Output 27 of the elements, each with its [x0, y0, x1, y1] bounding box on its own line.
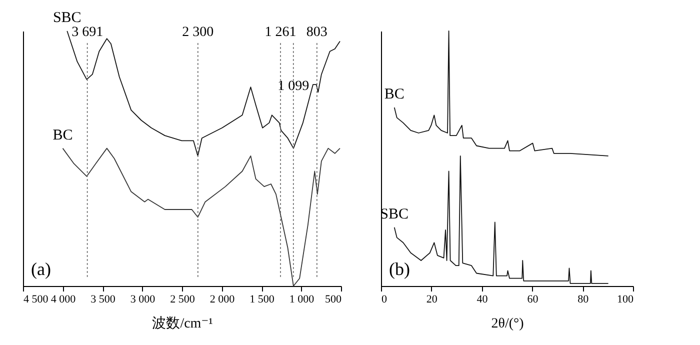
x-tick-label: 2 500 [170, 294, 196, 306]
ref-line-label: 3 691 [72, 25, 104, 40]
x-tick-label: 2 000 [210, 294, 236, 306]
ref-line-label: 2 300 [182, 25, 214, 40]
series-label: SBC [52, 10, 82, 26]
ref-line-label: 1 099 [278, 79, 310, 94]
x-tick-label: 80 [578, 294, 590, 306]
x-tick-label: 500 [325, 294, 342, 306]
annotation: (b) [389, 259, 410, 279]
x-tick-label: 0 [382, 294, 388, 306]
annotation: (a) [31, 259, 51, 279]
x-axis-title: 2θ/(°) [491, 316, 524, 332]
x-tick-label: 40 [476, 294, 488, 306]
x-tick-label: 3 500 [90, 294, 116, 306]
x-tick-label: 60 [527, 294, 539, 306]
x-tick-label: 4 500 [24, 294, 49, 306]
x-tick-label: 4 000 [50, 294, 76, 306]
series-label: BC [52, 127, 73, 144]
series-label: BC [384, 86, 404, 102]
x-tick-label: 20 [426, 294, 438, 306]
ref-line-label: 803 [306, 25, 328, 40]
ref-line-label: 1 261 [264, 25, 296, 40]
x-axis-title: 波数/cm⁻¹ [152, 316, 213, 332]
x-tick-label: 1 000 [289, 294, 315, 306]
x-tick-label: 1 500 [250, 294, 275, 306]
x-tick-label: 100 [617, 294, 634, 306]
x-tick-label: 3 000 [130, 294, 156, 306]
